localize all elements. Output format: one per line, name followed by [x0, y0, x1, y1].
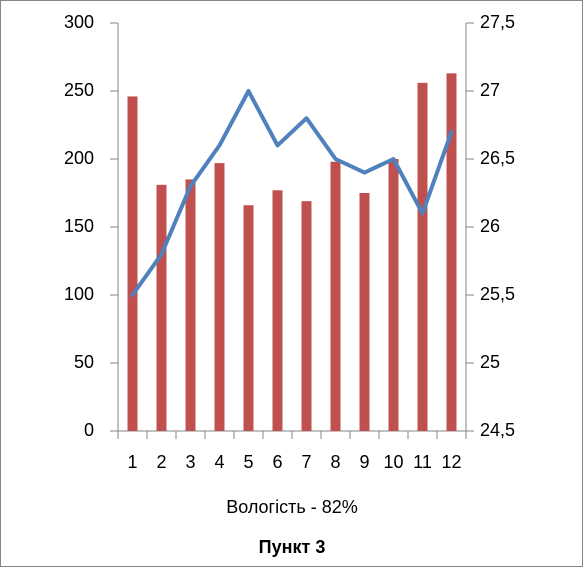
y-tick-label: 300 [64, 12, 94, 32]
y-tick-label: 250 [64, 80, 94, 100]
y2-tick-label: 24,5 [480, 420, 515, 440]
y2-tick-label: 25,5 [480, 284, 515, 304]
x-tick-label: 11 [413, 452, 432, 472]
y-tick-label: 100 [64, 284, 94, 304]
bar [272, 190, 283, 431]
x-tick-label: 3 [185, 452, 195, 472]
line [130, 89, 454, 297]
y2-tick-label: 25 [480, 352, 500, 372]
y2-tick-label: 26,5 [480, 148, 515, 168]
x-tick-label: 5 [243, 452, 253, 472]
y-tick-label: 50 [74, 352, 94, 372]
y-tick-label: 0 [84, 420, 94, 440]
x-tick-label: 10 [383, 452, 403, 472]
x-tick-label: 7 [301, 452, 311, 472]
chart-title: Пункт 3 [259, 537, 326, 557]
y2-tick-label: 27 [480, 80, 500, 100]
x-tick-label: 6 [272, 452, 282, 472]
y2-tick-label: 27,5 [480, 12, 515, 32]
bar [301, 201, 312, 431]
bar [243, 205, 254, 431]
x-tick-label: 4 [214, 452, 224, 472]
x-axis-label: Вологість - 82% [226, 497, 358, 517]
bar [359, 193, 370, 431]
bar [214, 163, 225, 431]
x-tick-label: 12 [441, 452, 461, 472]
bar [127, 96, 138, 431]
y-tick-label: 150 [64, 216, 94, 236]
bar [185, 179, 196, 431]
y-tick-label: 200 [64, 148, 94, 168]
y2-tick-label: 26 [480, 216, 500, 236]
bar [446, 73, 457, 431]
x-tick-label: 1 [127, 452, 137, 472]
x-tick-label: 8 [330, 452, 340, 472]
x-tick-label: 9 [359, 452, 369, 472]
bar [156, 184, 167, 431]
x-tick-label: 2 [156, 452, 166, 472]
bar [417, 82, 428, 431]
bar [388, 159, 399, 431]
bar [330, 161, 341, 431]
